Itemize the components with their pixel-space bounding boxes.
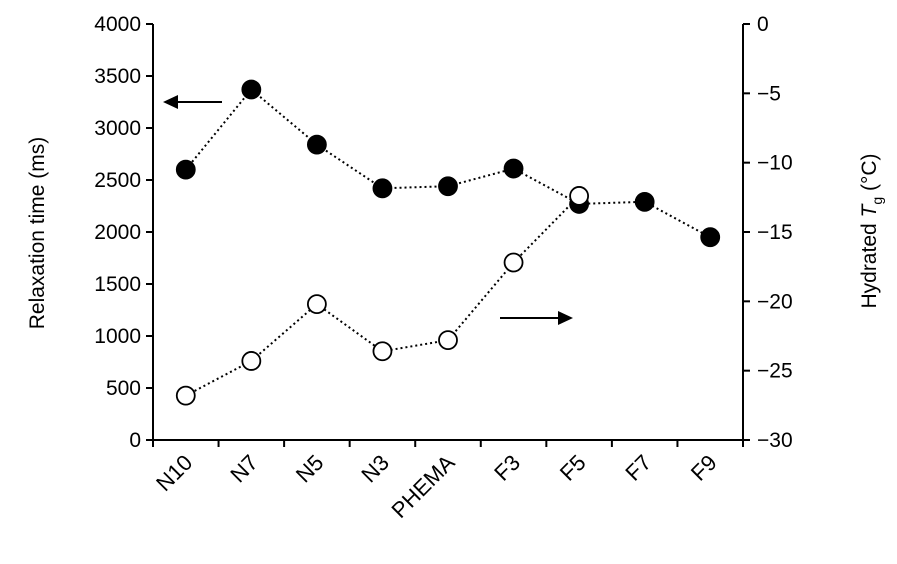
right-axis-title-symbol: T: [858, 202, 881, 217]
category-label: N7: [225, 450, 263, 488]
series-1-point: [175, 159, 196, 180]
series-1-point: [372, 178, 393, 199]
right-axis-title-subscript: g: [869, 197, 885, 205]
series-1-point: [438, 176, 458, 197]
series-1-line: [185, 88, 711, 239]
series-1-point: [241, 79, 262, 100]
left-tick-label: 500: [106, 377, 141, 400]
series-2-point: [372, 341, 393, 362]
series-2-point: [438, 330, 458, 351]
series-1-point: [634, 191, 655, 212]
series-2-point: [175, 385, 196, 406]
left-axis-title: Relaxation time (ms): [26, 137, 49, 330]
left-tick-label: 3500: [94, 65, 141, 88]
right-tick-label: −30: [757, 429, 793, 452]
series-2-point: [306, 294, 327, 315]
right-tick-label: −15: [757, 221, 793, 244]
category-label: N10: [151, 450, 197, 496]
right-y-axis: 0 −5 −10 −15 −20 −25 −30: [742, 13, 793, 452]
right-tick-label: −10: [757, 152, 793, 175]
left-tick-label: 0: [129, 429, 141, 452]
left-tick-label: 2000: [94, 221, 141, 244]
left-y-axis: 0 500 1000 1500 2000 2500 3000 3500 4000: [94, 13, 154, 452]
right-axis-title-prefix: Hydrated: [858, 217, 881, 308]
left-tick-label: 2500: [94, 169, 141, 192]
category-label: F9: [686, 450, 722, 486]
series-1-point: [306, 134, 327, 155]
right-arrow-annotation: [500, 311, 573, 325]
series-1-point: [700, 227, 721, 248]
right-tick-label: −20: [757, 290, 793, 313]
category-label: F5: [555, 450, 591, 486]
series-2-point: [569, 186, 590, 206]
right-tick-label: −25: [757, 360, 793, 383]
right-axis-title-suffix: (°C): [858, 153, 881, 196]
left-tick-label: 1000: [94, 325, 141, 348]
series-1-point: [503, 158, 524, 179]
category-label: F7: [620, 450, 656, 486]
right-tick-label: −5: [757, 82, 781, 105]
series-2-point: [503, 252, 524, 273]
right-axis-title: Hydrated Tg (°C): [858, 153, 885, 308]
right-arrow-head: [558, 311, 573, 325]
series-2-point: [241, 351, 262, 371]
right-tick-label: 0: [757, 13, 769, 36]
category-label: N3: [356, 450, 394, 488]
left-tick-label: 1500: [94, 273, 141, 296]
left-arrow-head: [163, 95, 178, 109]
left-arrow-annotation: [163, 95, 222, 109]
category-label: F3: [489, 450, 525, 486]
category-label: N5: [291, 450, 329, 488]
category-label: PHEMA: [387, 450, 460, 523]
left-tick-label: 3000: [94, 117, 141, 140]
series-layer: [175, 79, 721, 406]
left-tick-label: 4000: [94, 13, 141, 36]
